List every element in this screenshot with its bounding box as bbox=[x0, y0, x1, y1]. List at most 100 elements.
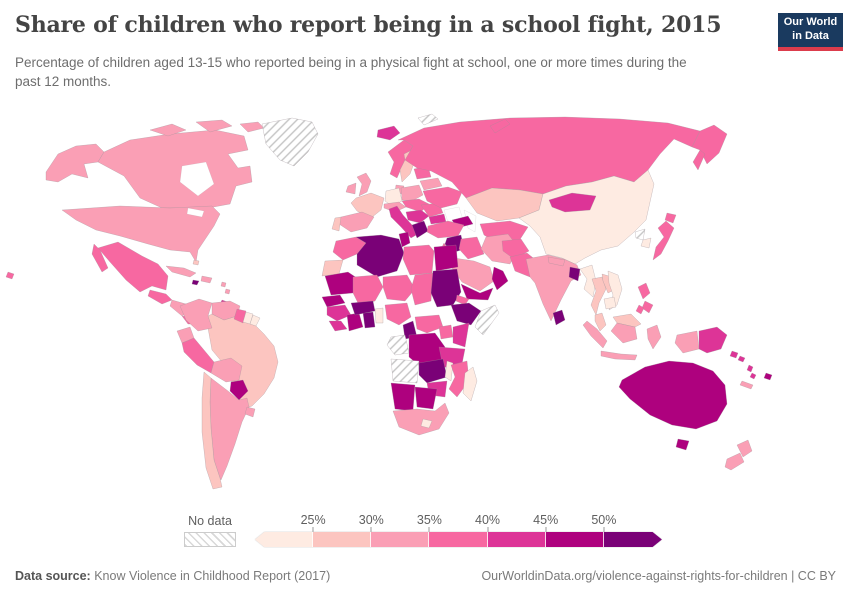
region-mauritania[interactable] bbox=[324, 271, 358, 296]
region-jamaica[interactable] bbox=[191, 279, 200, 286]
region-canada[interactable] bbox=[97, 129, 253, 209]
region-usa[interactable] bbox=[61, 205, 221, 263]
region-guyana[interactable] bbox=[233, 308, 247, 324]
region-chile[interactable] bbox=[201, 371, 223, 490]
region-russia[interactable] bbox=[397, 116, 701, 199]
region-uganda[interactable] bbox=[438, 324, 454, 340]
legend-band-2[interactable] bbox=[371, 532, 430, 547]
region-benin-togo[interactable] bbox=[374, 307, 384, 324]
region-borneo-indonesia[interactable] bbox=[610, 322, 638, 344]
region-bolivia[interactable] bbox=[210, 357, 243, 383]
license-link[interactable]: OurWorldinData.org/violence-against-righ… bbox=[481, 569, 836, 583]
region-iceland[interactable] bbox=[376, 125, 401, 141]
legend-band-4[interactable] bbox=[487, 532, 546, 547]
region-russia-sakhalin[interactable] bbox=[692, 149, 706, 171]
region-sierra-leone-liberia[interactable] bbox=[328, 320, 348, 332]
region-china[interactable] bbox=[518, 169, 655, 265]
region-portugal[interactable] bbox=[331, 216, 342, 232]
region-lesser-antilles-1[interactable] bbox=[220, 281, 227, 288]
legend-band-3[interactable] bbox=[429, 532, 488, 547]
region-hawaii[interactable] bbox=[5, 271, 15, 280]
region-canada-arctic-2[interactable] bbox=[195, 119, 233, 133]
region-india[interactable] bbox=[525, 254, 582, 322]
region-philippines-3[interactable] bbox=[635, 304, 645, 315]
region-botswana[interactable] bbox=[414, 386, 438, 410]
region-peru[interactable] bbox=[181, 337, 215, 374]
region-sri-lanka[interactable] bbox=[552, 309, 566, 326]
region-malawi[interactable] bbox=[444, 360, 454, 382]
legend-band-0[interactable] bbox=[255, 532, 314, 547]
region-ivory-coast[interactable] bbox=[346, 312, 364, 332]
region-bangladesh[interactable] bbox=[568, 266, 581, 282]
region-tasmania[interactable] bbox=[675, 438, 690, 451]
region-fiji[interactable] bbox=[763, 372, 773, 381]
region-philippines-2[interactable] bbox=[641, 300, 654, 314]
region-sulawesi[interactable] bbox=[646, 324, 662, 350]
region-bahamas[interactable] bbox=[192, 259, 200, 266]
region-sumatra[interactable] bbox=[582, 320, 608, 349]
region-philippines-1[interactable] bbox=[637, 282, 651, 300]
region-borneo-malaysia[interactable] bbox=[612, 313, 642, 328]
region-myanmar[interactable] bbox=[579, 264, 597, 298]
region-russia-novaya-zemlya[interactable] bbox=[489, 118, 511, 134]
region-java[interactable] bbox=[600, 350, 638, 361]
region-south-korea[interactable] bbox=[640, 237, 652, 249]
region-mexico-baja[interactable] bbox=[91, 243, 109, 273]
region-lesser-antilles-2[interactable] bbox=[224, 288, 231, 295]
region-svalbard[interactable] bbox=[417, 113, 439, 126]
region-papua-new-guinea[interactable] bbox=[698, 326, 728, 354]
region-gabon-congo[interactable] bbox=[386, 334, 410, 356]
region-balkans[interactable] bbox=[405, 209, 430, 224]
region-libya[interactable] bbox=[402, 244, 435, 276]
region-guinea[interactable] bbox=[326, 304, 352, 322]
region-oman[interactable] bbox=[491, 266, 509, 291]
region-iraq[interactable] bbox=[458, 236, 485, 260]
legend-band-5[interactable] bbox=[545, 532, 604, 547]
region-paraguay[interactable] bbox=[229, 379, 249, 401]
region-ireland[interactable] bbox=[345, 182, 357, 195]
legend-no-data-swatch[interactable] bbox=[184, 532, 236, 547]
region-russia-kamchatka[interactable] bbox=[691, 124, 728, 165]
region-solomon-islands-2[interactable] bbox=[737, 355, 746, 363]
region-senegal[interactable] bbox=[321, 294, 346, 308]
region-zambia[interactable] bbox=[418, 358, 448, 384]
region-uruguay[interactable] bbox=[244, 406, 256, 418]
region-japan[interactable] bbox=[652, 220, 675, 261]
region-mexico[interactable] bbox=[97, 241, 169, 293]
region-nigeria[interactable] bbox=[384, 302, 412, 326]
region-poland[interactable] bbox=[400, 184, 424, 202]
region-mali[interactable] bbox=[352, 274, 384, 306]
region-nepal[interactable] bbox=[547, 256, 566, 267]
region-new-zealand-north[interactable] bbox=[736, 439, 753, 458]
region-south-africa[interactable] bbox=[392, 402, 450, 436]
region-tunisia[interactable] bbox=[398, 231, 411, 248]
region-canada-arctic-1[interactable] bbox=[149, 123, 187, 137]
region-new-zealand-south[interactable] bbox=[724, 452, 745, 471]
region-guatemala[interactable] bbox=[147, 289, 173, 305]
region-hispaniola[interactable] bbox=[200, 275, 213, 284]
region-egypt[interactable] bbox=[433, 244, 459, 272]
region-niger[interactable] bbox=[382, 274, 416, 302]
region-yemen[interactable] bbox=[460, 283, 494, 301]
region-north-korea[interactable] bbox=[634, 228, 646, 241]
region-new-caledonia[interactable] bbox=[739, 380, 754, 390]
region-west-papua[interactable] bbox=[674, 330, 700, 354]
region-madagascar[interactable] bbox=[462, 366, 478, 402]
region-greenland[interactable] bbox=[261, 117, 319, 167]
region-france[interactable] bbox=[350, 192, 385, 219]
region-solomon-islands-1[interactable] bbox=[729, 350, 739, 359]
region-lesotho[interactable] bbox=[420, 418, 433, 429]
region-ghana[interactable] bbox=[362, 311, 376, 329]
region-ethiopia[interactable] bbox=[450, 302, 482, 326]
region-australia[interactable] bbox=[618, 360, 728, 430]
region-namibia[interactable] bbox=[390, 382, 416, 412]
region-malaysia[interactable] bbox=[594, 312, 607, 332]
region-vanuatu-1[interactable] bbox=[746, 364, 754, 373]
region-belarus[interactable] bbox=[419, 177, 443, 191]
region-cambodia[interactable] bbox=[603, 296, 617, 310]
region-colombia[interactable] bbox=[179, 298, 213, 332]
region-angola[interactable] bbox=[390, 358, 420, 384]
region-uk[interactable] bbox=[356, 172, 372, 197]
region-central-african-republic[interactable] bbox=[414, 314, 444, 334]
legend-band-1[interactable] bbox=[313, 532, 372, 547]
